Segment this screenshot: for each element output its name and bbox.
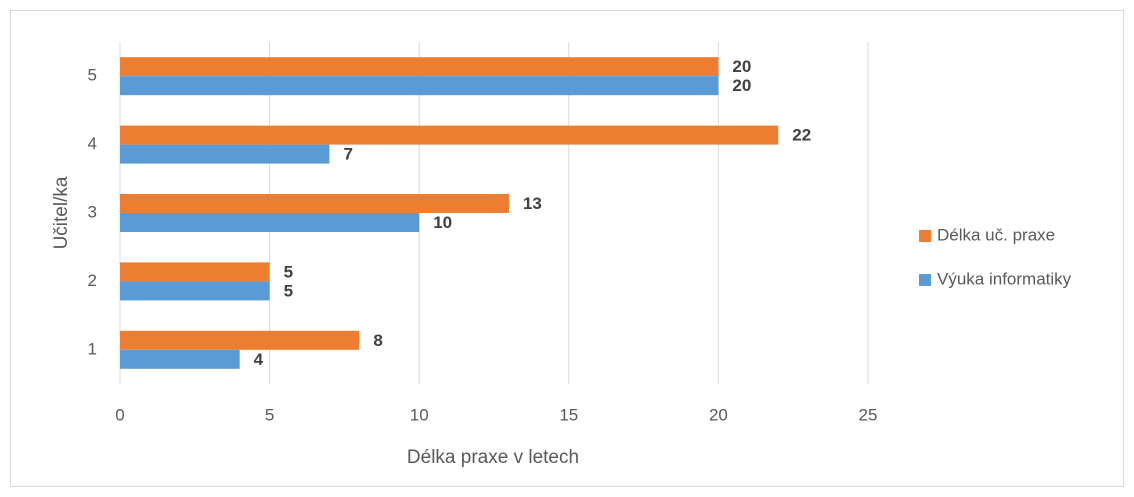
data-label: 20 — [732, 76, 751, 95]
x-tick-label: 0 — [115, 405, 124, 424]
bar — [120, 125, 779, 145]
bar — [120, 330, 360, 350]
bar — [120, 194, 509, 213]
x-tick-label: 5 — [265, 405, 274, 424]
bar — [120, 144, 330, 164]
y-tick-label: 3 — [88, 202, 97, 221]
legend-label: Délka uč. praxe — [937, 225, 1055, 244]
bar — [120, 349, 240, 369]
data-label: 20 — [732, 57, 751, 76]
x-tick-label: 20 — [709, 405, 728, 424]
x-tick-label: 10 — [410, 405, 429, 424]
data-label: 22 — [792, 126, 811, 145]
y-axis-label: Učitel/ka — [51, 176, 72, 249]
data-label: 13 — [523, 194, 542, 213]
legend-swatch — [919, 274, 931, 286]
data-label: 5 — [284, 262, 293, 281]
data-label: 4 — [254, 350, 264, 369]
y-tick-label: 1 — [88, 339, 97, 358]
legend-label: Výuka informatiky — [937, 269, 1072, 288]
x-tick-label: 15 — [559, 405, 578, 424]
data-label: 5 — [284, 281, 293, 300]
bar — [120, 262, 270, 282]
bar — [120, 281, 270, 301]
data-label: 10 — [433, 213, 452, 232]
data-label: 8 — [373, 331, 382, 350]
bar — [120, 76, 719, 96]
bar — [120, 213, 420, 232]
y-tick-label: 2 — [88, 271, 97, 290]
y-tick-label: 5 — [88, 66, 97, 85]
legend-swatch — [919, 230, 931, 242]
bar — [120, 57, 719, 77]
x-tick-label: 25 — [859, 405, 878, 424]
data-label: 7 — [343, 145, 352, 164]
y-tick-label: 4 — [88, 134, 97, 153]
x-axis-label: Délka praxe v letech — [407, 447, 579, 468]
